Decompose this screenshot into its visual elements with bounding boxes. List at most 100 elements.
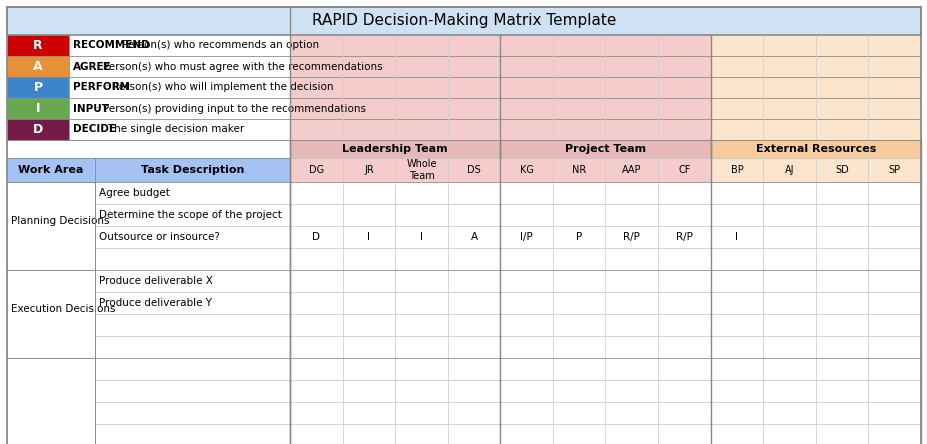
- Bar: [710, 248, 762, 270]
- Text: Whole
Team: Whole Team: [406, 159, 437, 181]
- Bar: [710, 314, 762, 336]
- Bar: [604, 158, 657, 182]
- Bar: [342, 358, 395, 380]
- Bar: [395, 292, 447, 314]
- Bar: [7, 35, 69, 56]
- Text: SD: SD: [834, 165, 848, 175]
- Bar: [500, 248, 552, 270]
- Text: Agree budget: Agree budget: [99, 188, 170, 198]
- Bar: [815, 226, 868, 248]
- Bar: [868, 292, 920, 314]
- Bar: [7, 182, 95, 270]
- Text: Outsource or insource?: Outsource or insource?: [99, 232, 220, 242]
- Bar: [868, 204, 920, 226]
- Bar: [657, 402, 710, 424]
- Bar: [604, 292, 657, 314]
- Bar: [289, 314, 342, 336]
- Bar: [762, 158, 815, 182]
- Bar: [868, 226, 920, 248]
- Bar: [762, 204, 815, 226]
- Bar: [342, 270, 395, 292]
- Bar: [500, 424, 552, 444]
- Bar: [500, 140, 710, 158]
- Bar: [342, 248, 395, 270]
- Bar: [447, 248, 500, 270]
- Bar: [289, 402, 342, 424]
- Bar: [815, 424, 868, 444]
- Text: Work Area: Work Area: [19, 165, 83, 175]
- Bar: [500, 380, 552, 402]
- Bar: [500, 358, 552, 380]
- Bar: [815, 358, 868, 380]
- Bar: [7, 158, 95, 182]
- Bar: [710, 424, 762, 444]
- Bar: [289, 270, 342, 292]
- Bar: [500, 402, 552, 424]
- Text: D: D: [32, 123, 43, 136]
- Bar: [657, 380, 710, 402]
- Bar: [289, 158, 342, 182]
- Bar: [710, 119, 920, 140]
- Bar: [604, 270, 657, 292]
- Text: A: A: [33, 60, 43, 73]
- Text: INPUT: INPUT: [73, 103, 108, 114]
- Bar: [604, 248, 657, 270]
- Bar: [552, 158, 604, 182]
- Bar: [657, 292, 710, 314]
- Text: Leadership Team: Leadership Team: [342, 144, 448, 154]
- Bar: [289, 204, 342, 226]
- Bar: [762, 248, 815, 270]
- Text: SP: SP: [888, 165, 900, 175]
- Bar: [95, 314, 289, 336]
- Bar: [342, 292, 395, 314]
- Text: DS: DS: [466, 165, 480, 175]
- Bar: [604, 402, 657, 424]
- Bar: [95, 358, 289, 380]
- Bar: [500, 336, 552, 358]
- Text: Planning Decisions: Planning Decisions: [11, 216, 109, 226]
- Bar: [7, 119, 69, 140]
- Bar: [552, 292, 604, 314]
- Text: Project Team: Project Team: [565, 144, 645, 154]
- Text: KG: KG: [519, 165, 533, 175]
- Bar: [289, 35, 500, 56]
- Text: PERFORM: PERFORM: [73, 83, 130, 92]
- Bar: [868, 270, 920, 292]
- Text: D: D: [312, 232, 320, 242]
- Bar: [657, 314, 710, 336]
- Bar: [657, 424, 710, 444]
- Bar: [815, 182, 868, 204]
- Text: RECOMMEND: RECOMMEND: [73, 40, 149, 51]
- Bar: [395, 402, 447, 424]
- Bar: [500, 226, 552, 248]
- Bar: [7, 140, 289, 158]
- Bar: [7, 270, 95, 358]
- Bar: [657, 248, 710, 270]
- Bar: [7, 98, 69, 119]
- Bar: [395, 314, 447, 336]
- Bar: [815, 158, 868, 182]
- Bar: [395, 204, 447, 226]
- Bar: [552, 204, 604, 226]
- Bar: [69, 35, 289, 56]
- Bar: [342, 336, 395, 358]
- Bar: [710, 98, 920, 119]
- Bar: [95, 182, 289, 204]
- Bar: [342, 226, 395, 248]
- Bar: [868, 358, 920, 380]
- Bar: [289, 380, 342, 402]
- Bar: [500, 182, 552, 204]
- Bar: [815, 204, 868, 226]
- Bar: [604, 182, 657, 204]
- Bar: [657, 226, 710, 248]
- Bar: [289, 424, 342, 444]
- Bar: [710, 380, 762, 402]
- Bar: [500, 158, 552, 182]
- Bar: [95, 380, 289, 402]
- Bar: [95, 336, 289, 358]
- Bar: [500, 204, 552, 226]
- Bar: [552, 424, 604, 444]
- Bar: [289, 336, 342, 358]
- Bar: [7, 358, 95, 444]
- Bar: [447, 358, 500, 380]
